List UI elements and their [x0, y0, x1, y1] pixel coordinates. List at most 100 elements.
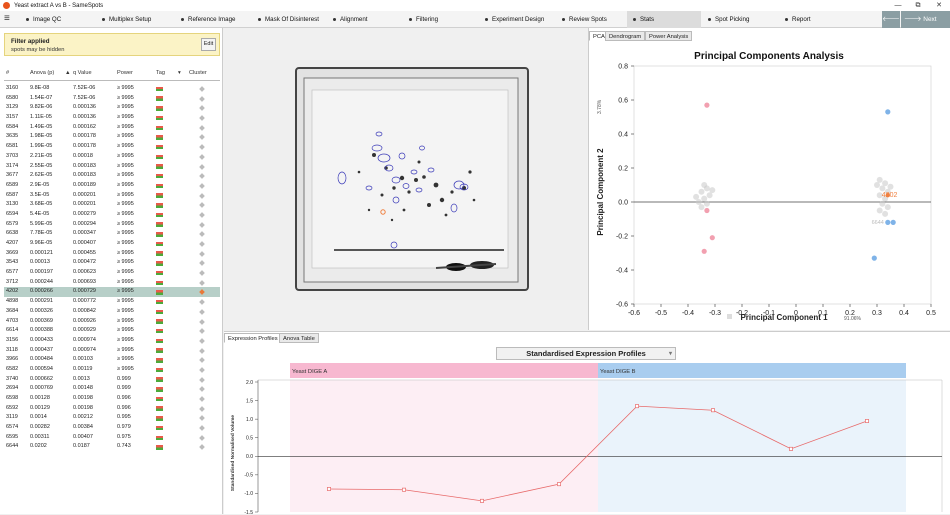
step-mask-of-disinterest[interactable]: Mask Of Disinterest — [252, 11, 326, 28]
tag-icon[interactable] — [156, 96, 163, 101]
table-row[interactable]: 6577 0.000197 0.000623 ≥ 9995 — [4, 268, 220, 278]
restore-button[interactable]: ⧉ — [915, 2, 921, 9]
table-row[interactable]: 3119 0.0014 0.00212 0.995 — [4, 413, 220, 423]
table-row[interactable]: 3669 0.000121 0.000455 ≥ 9995 — [4, 249, 220, 259]
pca-spot-point[interactable] — [698, 204, 705, 211]
pca-spot-point[interactable] — [703, 200, 710, 207]
pca-spot-point[interactable] — [884, 188, 891, 195]
step-review-spots[interactable]: Review Spots — [556, 11, 626, 28]
pca-spot-point[interactable] — [876, 207, 883, 214]
tag-icon[interactable] — [156, 319, 163, 324]
table-row[interactable]: 6587 3.5E-05 0.000201 ≥ 9995 — [4, 191, 220, 201]
table-row[interactable]: 6589 2.9E-05 0.000189 ≥ 9995 — [4, 181, 220, 191]
pca-spot-point[interactable] — [703, 185, 710, 192]
tag-icon[interactable] — [156, 367, 163, 373]
tag-icon[interactable] — [156, 203, 163, 208]
pca-group-a-point[interactable] — [704, 102, 710, 108]
table-row[interactable]: 6592 0.00129 0.00198 0.996 — [4, 404, 220, 414]
pca-group-b-point[interactable] — [885, 109, 891, 115]
expression-point[interactable] — [402, 487, 406, 492]
step-report[interactable]: Report — [779, 11, 849, 28]
tag-icon[interactable] — [156, 406, 163, 411]
tag-icon[interactable] — [156, 445, 163, 450]
tag-icon[interactable] — [156, 358, 163, 363]
tag-icon[interactable] — [156, 106, 163, 111]
tag-icon[interactable] — [156, 115, 163, 121]
pca-spot-point[interactable] — [884, 204, 891, 211]
step-spot-picking[interactable]: Spot Picking — [702, 11, 778, 28]
tag-icon[interactable] — [156, 270, 163, 276]
pca-spot-point[interactable] — [701, 195, 708, 202]
tag-icon[interactable] — [156, 387, 163, 392]
table-row[interactable]: 3157 1.11E-05 0.000136 ≥ 9995 — [4, 113, 220, 123]
step-experiment-design[interactable]: Experiment Design — [479, 11, 555, 28]
tag-icon[interactable] — [156, 396, 163, 402]
table-row[interactable]: 3712 0.000244 0.000693 ≥ 9995 — [4, 278, 220, 288]
pca-spot-point[interactable] — [874, 182, 880, 188]
pca-group-a-point[interactable] — [701, 248, 707, 254]
pca-spot-point[interactable] — [882, 210, 889, 217]
tag-icon[interactable] — [156, 309, 163, 315]
expression-chart[interactable]: Yeast DIGE A Yeast DIGE B 2.0 1.5 1.0 0.5 0.… — [224, 363, 950, 515]
tag-icon[interactable] — [156, 338, 163, 344]
tag-icon[interactable] — [156, 212, 163, 218]
tag-icon[interactable] — [156, 144, 163, 150]
table-row[interactable]: 6574 0.00282 0.00384 0.979 — [4, 423, 220, 433]
pca-spot-point[interactable] — [879, 185, 886, 192]
table-row[interactable]: 3635 1.98E-05 0.000178 ≥ 9995 — [4, 132, 220, 142]
gel-image-viewer[interactable] — [224, 60, 587, 300]
expression-point[interactable] — [789, 446, 793, 451]
table-row[interactable]: 3740 0.000662 0.0013 0.999 — [4, 375, 220, 385]
table-row[interactable]: 6644 0.0202 0.0187 0.743 — [4, 442, 220, 452]
table-row[interactable]: 3966 0.000484 0.00103 ≥ 9995 — [4, 355, 220, 365]
tag-icon[interactable] — [156, 154, 163, 160]
pca-spot-point[interactable] — [698, 188, 705, 195]
pca-spot-point[interactable] — [693, 193, 700, 200]
table-row[interactable]: 3118 0.000437 0.000974 ≥ 9995 — [4, 346, 220, 356]
pca-spot-point[interactable] — [876, 192, 883, 199]
col-qvalue-header[interactable]: q Value — [73, 70, 92, 76]
expression-point[interactable] — [635, 404, 639, 409]
step-reference-image[interactable]: Reference Image — [175, 11, 251, 28]
table-row[interactable]: 6581 1.99E-05 0.000178 ≥ 9995 — [4, 142, 220, 152]
close-button[interactable]: ✕ — [936, 2, 942, 9]
table-row[interactable]: 6614 0.000388 0.000929 ≥ 9995 — [4, 326, 220, 336]
pca-group-b-point[interactable] — [890, 219, 896, 225]
pca-spot-point[interactable] — [882, 180, 889, 187]
tag-icon[interactable] — [156, 222, 163, 227]
edit-filter-button[interactable]: Edit — [201, 38, 216, 51]
tab-expression-profiles[interactable]: Expression Profiles — [224, 333, 282, 343]
col-anova-header[interactable]: Anova (p) — [30, 70, 55, 76]
table-row[interactable]: 3130 3.68E-05 0.000201 ≥ 9995 — [4, 200, 220, 210]
table-row[interactable]: 3677 2.62E-05 0.000183 ≥ 9995 — [4, 171, 220, 181]
col-cluster-header[interactable]: Cluster — [189, 70, 207, 76]
expression-point[interactable] — [865, 419, 869, 423]
profile-type-dropdown[interactable]: Standardised Expression Profiles ▾ — [496, 347, 676, 360]
expression-point[interactable] — [327, 487, 331, 491]
previous-step-button[interactable]: 🡐 — [882, 11, 900, 28]
pca-group-b-point[interactable] — [885, 219, 891, 225]
tag-icon[interactable] — [156, 125, 163, 131]
next-step-button[interactable]: 🡒 Next step — [901, 11, 950, 40]
expression-point[interactable] — [557, 482, 561, 487]
tag-icon[interactable] — [156, 232, 163, 237]
tag-icon[interactable] — [156, 348, 163, 353]
table-row[interactable]: 3684 0.000326 0.000842 ≥ 9995 — [4, 307, 220, 317]
table-row[interactable]: 3160 9.8E-08 7.52E-06 ≥ 9995 — [4, 84, 220, 94]
tag-icon[interactable] — [156, 135, 163, 140]
table-row[interactable]: 3129 9.82E-06 0.000136 ≥ 9995 — [4, 103, 220, 113]
pca-spot-point[interactable] — [706, 192, 713, 199]
step-alignment[interactable]: Alignment — [327, 11, 402, 28]
tag-icon[interactable] — [156, 173, 163, 179]
pca-spot-point[interactable] — [876, 176, 883, 183]
col-id-header[interactable]: # — [6, 70, 10, 76]
pca-selected-point[interactable] — [885, 193, 890, 198]
table-row[interactable]: 3703 2.21E-05 0.00018 ≥ 9995 — [4, 152, 220, 162]
table-row[interactable]: 6582 0.000594 0.00119 ≥ 9995 — [4, 365, 220, 375]
pca-spot-point[interactable] — [879, 200, 886, 207]
tab-dendrogram[interactable]: Dendrogram — [605, 31, 646, 41]
tag-icon[interactable] — [156, 251, 163, 256]
tag-icon[interactable] — [156, 86, 163, 92]
pca-group-b-point[interactable] — [871, 255, 877, 261]
table-row[interactable]: 4898 0.000291 0.000772 ≥ 9995 — [4, 297, 220, 307]
